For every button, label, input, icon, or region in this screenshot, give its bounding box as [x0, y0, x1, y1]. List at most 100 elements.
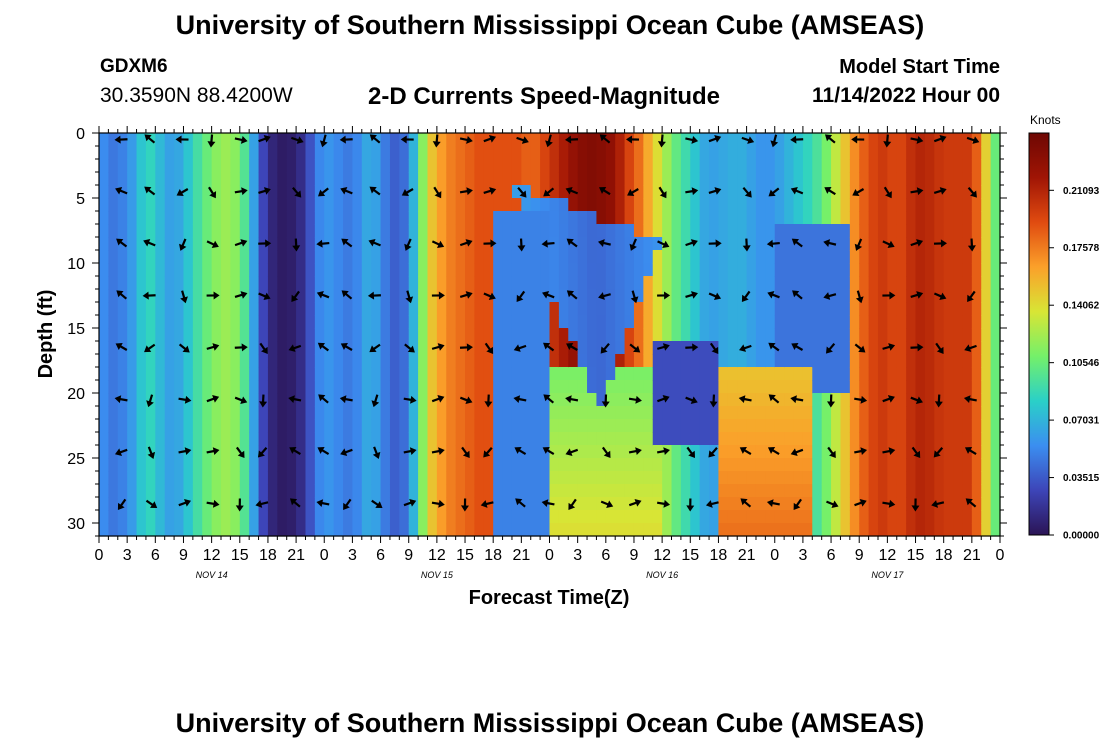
heatmap-cell: [267, 523, 278, 537]
x-tick-label: 9: [404, 547, 413, 564]
heatmap-cell: [981, 276, 992, 290]
current-arrow-head: [207, 141, 216, 148]
heatmap-cell: [784, 146, 795, 160]
heatmap-cell: [465, 315, 476, 329]
heatmap-cell: [558, 159, 569, 173]
heatmap-cell: [418, 289, 429, 303]
current-arrow: [629, 343, 641, 353]
heatmap-cell: [145, 510, 156, 524]
heatmap-cell: [568, 302, 579, 316]
heatmap-cell: [587, 198, 598, 212]
heatmap-cell: [924, 380, 935, 394]
heatmap-cell: [267, 185, 278, 199]
heatmap-cell: [718, 211, 729, 225]
current-arrow: [766, 239, 780, 248]
heatmap-cell: [239, 445, 250, 459]
heatmap-cell: [164, 172, 175, 186]
heatmap-cell: [408, 198, 419, 212]
heatmap-cell: [371, 211, 382, 225]
heatmap-cell: [296, 289, 307, 303]
heatmap-cell: [887, 302, 898, 316]
x-tick-label: 15: [231, 547, 249, 564]
heatmap-cell: [587, 445, 598, 459]
heatmap-cell: [699, 146, 710, 160]
heatmap-cell: [784, 211, 795, 225]
heatmap-cell: [812, 380, 823, 394]
heatmap-cell: [127, 471, 138, 485]
heatmap-cell: [680, 393, 691, 407]
heatmap-cell: [615, 510, 626, 524]
heatmap-cell: [483, 510, 494, 524]
current-arrow: [685, 136, 699, 144]
current-arrow-head: [715, 239, 722, 248]
current-arrow: [910, 187, 924, 196]
current-arrow: [403, 395, 417, 404]
heatmap-cell: [446, 523, 457, 537]
heatmap-cell: [840, 159, 851, 173]
heatmap-cell: [474, 185, 485, 199]
heatmap-cell: [859, 419, 870, 433]
heatmap-cell: [605, 458, 616, 472]
heatmap-cell: [230, 497, 241, 511]
heatmap-cell: [389, 497, 400, 511]
current-arrow-head: [240, 239, 248, 247]
heatmap-cell: [361, 471, 372, 485]
heatmap-cell: [408, 354, 419, 368]
heatmap-cell: [296, 354, 307, 368]
current-arrow-head: [240, 136, 248, 144]
heatmap-cell: [812, 224, 823, 238]
heatmap-cell: [314, 198, 325, 212]
heatmap-cell: [408, 211, 419, 225]
heatmap-cell: [436, 315, 447, 329]
heatmap-cell: [737, 315, 748, 329]
heatmap-cell: [530, 237, 541, 251]
current-arrow: [258, 187, 271, 195]
heatmap-cell: [587, 263, 598, 277]
heatmap-cell: [859, 146, 870, 160]
heatmap-cell: [408, 302, 419, 316]
heatmap-cell: [812, 263, 823, 277]
heatmap-cell: [286, 419, 297, 433]
heatmap-cell: [493, 146, 504, 160]
current-arrow-head: [291, 294, 299, 302]
heatmap-cell: [296, 224, 307, 238]
heatmap-cell: [868, 523, 879, 537]
heatmap-cell: [455, 237, 466, 251]
heatmap-cell: [427, 393, 438, 407]
heatmap-cell: [446, 263, 457, 277]
heatmap-cell: [877, 315, 888, 329]
heatmap-cell: [277, 484, 288, 498]
heatmap-cell: [249, 523, 260, 537]
heatmap-cell: [286, 211, 297, 225]
heatmap-cell: [343, 250, 354, 264]
heatmap-cell: [371, 471, 382, 485]
heatmap-cell: [859, 133, 870, 147]
heatmap-cell: [127, 185, 138, 199]
current-arrow: [685, 343, 699, 352]
current-arrow-head: [212, 447, 220, 456]
heatmap-cell: [718, 224, 729, 238]
heatmap-cell: [352, 393, 363, 407]
current-arrow-head: [858, 345, 866, 353]
heatmap-cell: [465, 380, 476, 394]
current-arrow: [767, 291, 780, 299]
heatmap-cell: [352, 276, 363, 290]
heatmap-cell: [990, 302, 1001, 316]
heatmap-cell: [849, 497, 860, 511]
heatmap-cell: [774, 289, 785, 303]
heatmap-cell: [568, 263, 579, 277]
heatmap-cell: [361, 263, 372, 277]
heatmap-cell: [605, 263, 616, 277]
heatmap-cell: [662, 328, 673, 342]
heatmap-cell: [821, 367, 832, 381]
heatmap-cell: [953, 523, 964, 537]
heatmap-cell: [502, 458, 513, 472]
heatmap-cell: [718, 146, 729, 160]
heatmap-cell: [521, 302, 532, 316]
heatmap-cell: [211, 198, 222, 212]
heatmap-cell: [99, 393, 109, 407]
heatmap-cell: [943, 302, 954, 316]
heatmap-cell: [277, 406, 288, 420]
heatmap-cell: [324, 263, 335, 277]
heatmap-cell: [436, 354, 447, 368]
